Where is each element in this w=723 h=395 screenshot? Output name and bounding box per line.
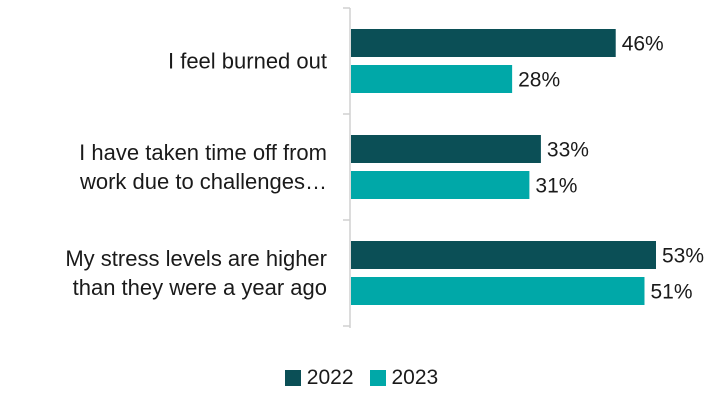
- bar-2022: [351, 135, 541, 163]
- legend-item-2022: 2022: [284, 366, 354, 390]
- bar-2023: [351, 277, 645, 305]
- value-label-2023: 31%: [535, 175, 577, 198]
- value-label-2022: 53%: [662, 245, 704, 268]
- value-label-2022: 33%: [547, 139, 589, 162]
- legend-swatch-2023: [369, 370, 386, 386]
- value-label-2022: 46%: [622, 33, 664, 56]
- category-label: My stress levels are higher: [65, 246, 327, 271]
- legend-item-2023: 2023: [369, 366, 439, 390]
- category-label: I feel burned out: [168, 49, 327, 74]
- category-label: I have taken time off from: [79, 140, 327, 165]
- bar-2023: [351, 65, 513, 93]
- legend-swatch-2022: [284, 370, 301, 386]
- value-label-2023: 28%: [518, 69, 560, 92]
- category-label: than they were a year ago: [73, 275, 327, 300]
- bar-2022: [351, 241, 656, 269]
- legend-label-2022: 2022: [306, 366, 354, 389]
- bar-2022: [351, 29, 616, 57]
- value-label-2023: 51%: [650, 281, 692, 304]
- legend-label-2023: 2023: [391, 366, 439, 389]
- legend: 2022 2023: [0, 366, 723, 390]
- category-label: work due to challenges…: [79, 169, 327, 194]
- bar-2023: [351, 171, 530, 199]
